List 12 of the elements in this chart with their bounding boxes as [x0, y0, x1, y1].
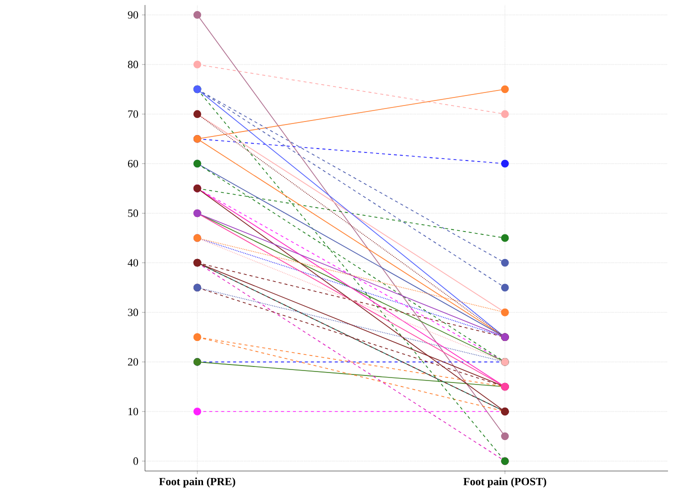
y-tick-label: 30: [128, 308, 138, 316]
y-tick-label: 80: [128, 60, 138, 68]
x-tick-label: Foot pain (POST): [463, 478, 546, 488]
x-tick-label: Foot pain (PRE): [159, 478, 236, 488]
y-tick-label: 60: [128, 160, 138, 168]
y-tick-label: 90: [128, 11, 138, 19]
y-tick-label: 10: [128, 408, 138, 416]
y-tick-label: 50: [128, 210, 138, 217]
y-tick-label: 20: [128, 358, 138, 366]
y-tick-label: 0: [133, 457, 138, 465]
y-tick-label: 70: [128, 110, 138, 118]
y-tick-label: 40: [128, 259, 138, 266]
